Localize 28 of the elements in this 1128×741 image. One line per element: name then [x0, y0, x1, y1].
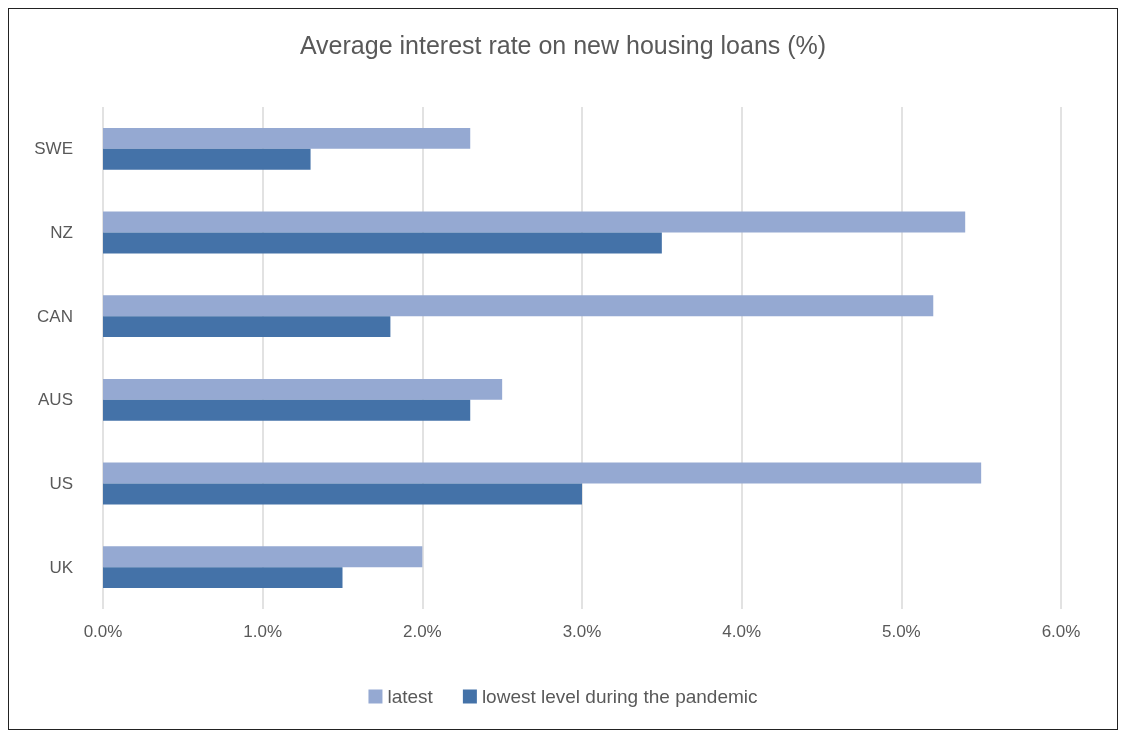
x-tick-label: 0.0%	[83, 622, 123, 641]
y-tick-label: AUS	[38, 390, 73, 410]
bar	[103, 148, 311, 170]
chart-title: Average interest rate on new housing loans (%)	[299, 30, 827, 59]
y-tick-label: CAN	[37, 306, 73, 326]
bar	[103, 127, 471, 149]
bar	[103, 378, 503, 400]
bar	[103, 232, 662, 254]
legend-label: latest	[387, 686, 434, 707]
x-tick-label: 4.0%	[722, 622, 762, 641]
x-tick-label: 3.0%	[562, 622, 602, 641]
x-tick-label: 5.0%	[881, 622, 921, 641]
bar	[103, 316, 391, 338]
y-tick-label: NZ	[50, 223, 73, 242]
bar	[103, 483, 582, 505]
bar	[103, 295, 934, 317]
bar	[103, 567, 343, 589]
x-tick-label: 6.0%	[1041, 622, 1081, 641]
y-tick-label: US	[49, 474, 73, 493]
bar	[103, 462, 982, 484]
legend-label: lowest level during the pandemic	[481, 686, 758, 707]
x-tick-label: 1.0%	[243, 622, 283, 641]
y-tick-label: SWE	[34, 139, 73, 159]
bar	[103, 211, 966, 233]
y-tick-label: UK	[49, 557, 74, 577]
bar	[103, 546, 423, 568]
bar	[103, 399, 471, 421]
x-tick-label: 2.0%	[402, 622, 442, 641]
